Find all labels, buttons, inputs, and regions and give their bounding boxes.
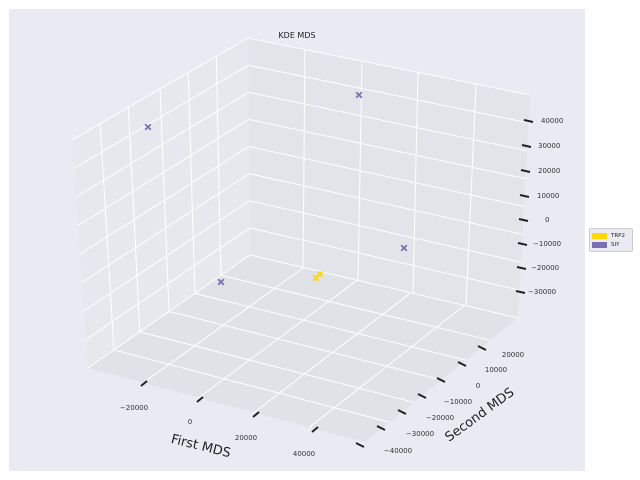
y-tick-label: −30000: [406, 430, 434, 438]
legend-swatch: [592, 232, 607, 239]
gridline-horizontal: [249, 227, 520, 291]
y-tick-mark: [457, 361, 467, 367]
scatter-point-siy: [217, 278, 225, 286]
scatter-point-siy: [144, 123, 152, 131]
z-tick-mark: [515, 290, 526, 294]
x-tick-mark: [196, 396, 204, 403]
gridline-horizontal: [248, 146, 525, 207]
scatter-point-trp2: [316, 270, 324, 278]
x-tick-mark: [252, 411, 260, 418]
gridline-horizontal: [248, 64, 529, 124]
gridline-vertical: [127, 107, 141, 332]
y-tick-label: −10000: [444, 398, 472, 406]
legend-label: SIY: [611, 241, 620, 248]
x-tick-label: 0: [188, 418, 192, 426]
legend: TRP2 SIY: [589, 228, 633, 252]
gridline-floor: [220, 274, 491, 341]
z-tick-mark: [520, 169, 531, 173]
scatter-point-siy: [355, 91, 363, 99]
gridline-vertical: [412, 72, 419, 294]
y-tick-label: −20000: [426, 414, 454, 422]
y-tick-label: 0: [476, 382, 480, 390]
gridline-horizontal: [249, 173, 523, 235]
z-tick-mark: [517, 242, 528, 246]
x-tick-label: 40000: [293, 450, 315, 458]
x-tick-label: −20000: [120, 404, 148, 412]
y-tick-mark: [355, 442, 365, 448]
data-points: [144, 91, 408, 286]
chart-title: KDE MDS: [278, 31, 315, 40]
x-tick-mark: [140, 380, 148, 387]
z-tick-label: 10000: [537, 192, 559, 200]
legend-item: SIY: [592, 240, 619, 249]
gridline-horizontal: [249, 254, 519, 319]
gridline-vertical: [302, 49, 306, 268]
y-tick-mark: [477, 345, 487, 351]
z-tick-label: 0: [545, 216, 549, 224]
gridline-floor: [168, 311, 442, 381]
y-tick-mark: [436, 377, 446, 383]
z-tick-label: −20000: [531, 264, 559, 272]
gridline-vertical: [99, 123, 115, 350]
z-tick-mark: [519, 194, 530, 198]
tick-marks: [140, 119, 534, 448]
gridline-horizontal: [248, 91, 528, 152]
gridlines: [71, 37, 531, 428]
z-tick-label: −30000: [528, 288, 556, 296]
legend-item: TRP2: [592, 231, 625, 240]
x-tick-label: 20000: [235, 434, 257, 442]
legend-swatch: [592, 241, 607, 248]
z-tick-mark: [521, 144, 532, 148]
gridline-floor: [194, 292, 467, 361]
gridline-horizontal: [248, 118, 526, 180]
z-tick-label: 40000: [541, 117, 563, 125]
x-tick-mark: [311, 426, 319, 433]
gridline-vertical: [465, 84, 477, 306]
gridline-horizontal: [247, 37, 531, 96]
z-tick-mark: [516, 266, 527, 270]
y-tick-mark: [376, 425, 386, 431]
gridline-floor: [139, 331, 415, 403]
y-tick-label: 10000: [485, 366, 507, 374]
scatter-point-siy: [400, 244, 408, 252]
z-tick-mark: [523, 119, 534, 123]
z-tick-label: 30000: [538, 142, 560, 150]
y-tick-mark: [397, 409, 407, 415]
gridline-vertical: [215, 56, 222, 276]
gridline-horizontal: [249, 200, 522, 263]
z-tick-label: 20000: [538, 167, 560, 175]
gridline-floor: [113, 349, 390, 423]
y-tick-mark: [417, 393, 427, 399]
floor-pane: [88, 255, 518, 442]
z-tick-mark: [518, 218, 529, 222]
gridline-vertical: [187, 72, 196, 294]
x-axis-label: First MDS: [169, 432, 232, 461]
y-tick-label: −40000: [384, 447, 412, 455]
z-tick-label: −10000: [533, 240, 561, 248]
gridline-vertical: [159, 88, 170, 312]
y-tick-label: 20000: [502, 351, 524, 359]
legend-label: TRP2: [611, 232, 625, 239]
